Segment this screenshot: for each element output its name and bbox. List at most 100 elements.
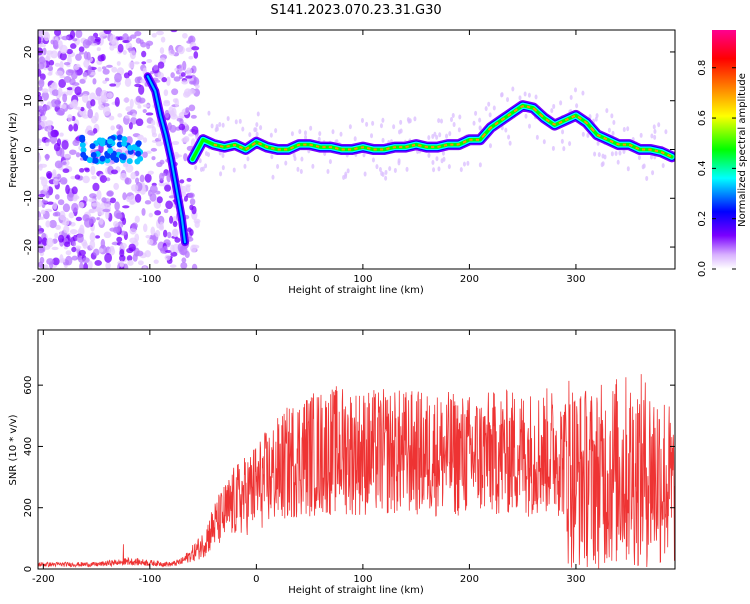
heat-speckle	[70, 30, 75, 39]
heat-speckle	[407, 117, 410, 122]
heat-speckle	[399, 120, 402, 125]
heat-speckle	[296, 167, 299, 172]
heat-speckle	[40, 107, 46, 115]
spectral-ridge-peak	[597, 135, 600, 136]
heat-speckle	[562, 146, 565, 151]
heat-speckle	[136, 250, 143, 256]
heat-blob	[80, 152, 86, 158]
heat-speckle	[79, 168, 84, 173]
heat-speckle	[137, 135, 144, 141]
heat-speckle	[160, 248, 165, 252]
spectral-ridge-peak	[265, 146, 268, 147]
heat-speckle	[604, 154, 607, 159]
heat-speckle	[274, 128, 277, 133]
spectral-ridge-peak	[463, 141, 466, 142]
heat-speckle	[570, 95, 573, 100]
heat-speckle	[149, 213, 153, 218]
heat-speckle	[574, 87, 577, 92]
heat-speckle	[191, 65, 196, 73]
heat-speckle	[135, 177, 139, 183]
heat-speckle	[233, 168, 236, 173]
x-tick-label: 200	[460, 274, 479, 285]
heat-speckle	[54, 143, 61, 152]
heat-speckle	[46, 238, 53, 248]
heat-blob	[121, 136, 127, 142]
heat-speckle	[159, 173, 164, 181]
heat-speckle	[75, 30, 82, 39]
heat-speckle	[64, 76, 72, 83]
heat-speckle	[47, 72, 52, 76]
heat-speckle	[326, 169, 329, 174]
x-tick-label: -200	[32, 574, 55, 585]
heat-speckle	[87, 130, 93, 135]
heat-speckle	[493, 106, 496, 111]
colorbar-tick-label: 0.6	[697, 110, 708, 126]
heat-speckle	[653, 129, 656, 134]
heat-speckle	[65, 256, 72, 266]
heat-speckle	[55, 160, 63, 168]
heat-speckle	[37, 231, 43, 234]
heat-speckle	[122, 40, 129, 43]
heat-speckle	[58, 87, 63, 97]
x-tick-label: 300	[566, 274, 585, 285]
heat-speckle	[535, 95, 538, 100]
heat-speckle	[518, 95, 521, 100]
heat-blob	[136, 140, 142, 146]
heat-speckle	[73, 123, 78, 131]
heat-speckle	[143, 137, 147, 143]
heat-speckle	[458, 115, 461, 120]
heat-speckle	[432, 167, 435, 172]
heat-speckle	[300, 157, 303, 162]
heat-speckle	[45, 220, 50, 227]
heat-speckle	[222, 165, 225, 170]
heat-speckle	[78, 202, 84, 208]
heat-speckle	[200, 167, 203, 172]
heat-speckle	[140, 175, 145, 183]
heat-speckle	[168, 106, 173, 114]
heat-speckle	[65, 185, 70, 195]
heat-speckle	[88, 65, 92, 74]
spectral-ridge-peak	[271, 148, 274, 149]
heat-speckle	[160, 47, 164, 54]
x-tick-label: -100	[138, 274, 161, 285]
spectral-ridge-peak	[227, 146, 230, 147]
heat-speckle	[99, 218, 104, 225]
heat-speckle	[364, 172, 367, 177]
heat-speckle	[182, 33, 188, 39]
heat-speckle	[129, 122, 133, 129]
heat-speckle	[95, 37, 101, 42]
heat-speckle	[39, 56, 46, 64]
heat-speckle	[147, 239, 153, 245]
heat-speckle	[88, 198, 95, 202]
heat-speckle	[64, 62, 70, 65]
heat-speckle	[158, 61, 165, 68]
heat-speckle	[561, 139, 564, 144]
heat-speckle	[151, 156, 155, 160]
heat-speckle	[246, 156, 249, 161]
heat-speckle	[291, 131, 294, 136]
heat-speckle	[61, 104, 66, 109]
heat-speckle	[194, 165, 197, 170]
spectral-ridge-peak	[386, 148, 389, 149]
heat-speckle	[56, 110, 64, 115]
heat-speckle	[106, 65, 113, 68]
heat-speckle	[83, 39, 90, 48]
heat-speckle	[63, 203, 70, 212]
heat-speckle	[156, 141, 163, 146]
heat-speckle	[47, 124, 51, 132]
heat-speckle	[627, 166, 630, 171]
heat-speckle	[552, 146, 555, 151]
heat-speckle	[168, 50, 175, 56]
heat-speckle	[146, 43, 150, 49]
heat-speckle	[180, 262, 187, 269]
heat-speckle	[146, 59, 152, 63]
heat-speckle	[119, 255, 125, 262]
heat-speckle	[185, 75, 192, 78]
heat-speckle	[104, 27, 112, 34]
heat-speckle	[63, 225, 69, 233]
x-tick-label: 0	[253, 274, 259, 285]
heat-speckle	[146, 112, 154, 115]
heat-speckle	[43, 264, 48, 272]
spectral-ridge-peak	[655, 150, 658, 151]
heat-speckle	[433, 132, 436, 137]
